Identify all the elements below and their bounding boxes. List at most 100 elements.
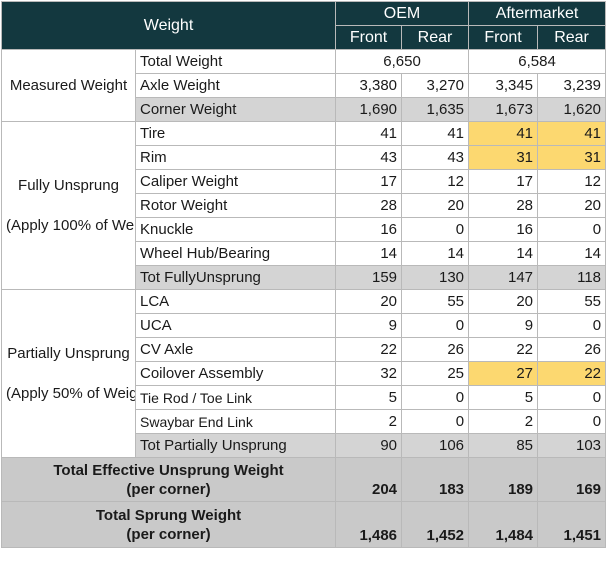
cell-value: 130: [401, 265, 470, 290]
aftermarket-rear-header: Rear: [537, 25, 606, 50]
row-label: Tire: [134, 121, 337, 146]
group-label: Fully Unsprung: [18, 176, 119, 194]
cell-value: 5: [335, 385, 403, 410]
row-label: CV Axle: [134, 337, 337, 362]
cell-value: 0: [401, 217, 470, 242]
cell-value: 20: [335, 289, 403, 314]
cell-value: 22: [335, 337, 403, 362]
label-line: (per corner): [126, 525, 211, 543]
table-row: Fully Unsprung (Apply 100% of Weight) Ti…: [1, 121, 606, 290]
cell-value: 1,486: [335, 501, 403, 548]
cell-value: 3,239: [537, 73, 606, 98]
effective-unsprung-row: Total Effective Unsprung Weight (per cor…: [0, 457, 606, 502]
cell-value: 14: [335, 241, 403, 266]
cell-value: 9: [468, 313, 539, 338]
cell-value: 0: [537, 409, 606, 434]
cell-value: 16: [468, 217, 539, 242]
table-row: Rim 43 43 31 31: [2, 145, 606, 170]
cell-value: 1,451: [537, 501, 606, 548]
row-label: Knuckle: [134, 217, 337, 242]
cell-value: 189: [468, 457, 539, 502]
cell-value: 0: [401, 385, 470, 410]
cell-value: 26: [401, 337, 470, 362]
cell-value: 159: [335, 265, 403, 290]
cell-value: 0: [537, 217, 606, 242]
cell-value: 41: [401, 121, 470, 146]
measured-weight-group: Measured Weight: [1, 49, 136, 122]
row-label: Wheel Hub/Bearing: [134, 241, 337, 266]
row-label: Tie Rod / Toe Link: [134, 385, 337, 410]
row-label: LCA: [134, 289, 337, 314]
cell-value: 20: [468, 289, 539, 314]
sprung-weight-label: Total Sprung Weight (per corner): [0, 501, 337, 548]
table-row: Corner Weight 1,690 1,635 1,673 1,620: [2, 97, 606, 122]
cell-value: 14: [468, 241, 539, 266]
cell-value: 28: [468, 193, 539, 218]
cell-value: 28: [335, 193, 403, 218]
cell-value: 16: [335, 217, 403, 242]
table-row: Partially Unsprung (Apply 50% of Weight)…: [1, 289, 606, 458]
partially-unsprung-group: Partially Unsprung (Apply 50% of Weight): [1, 289, 136, 458]
cell-value: 0: [401, 409, 470, 434]
cell-value: 0: [401, 313, 470, 338]
header-row-1: Weight OEM Aftermarket: [0, 1, 606, 50]
cell-value: 26: [537, 337, 606, 362]
cell-value: 43: [401, 145, 470, 170]
cell-value: 14: [537, 241, 606, 266]
weight-table: Weight OEM Aftermarket Front Rear Front …: [0, 1, 606, 548]
cell-value: 1,484: [468, 501, 539, 548]
highlighted-cell: 22: [537, 361, 606, 386]
label-line: Total Sprung Weight: [95, 506, 242, 524]
row-label: Rotor Weight: [134, 193, 337, 218]
cell-value: 20: [401, 193, 470, 218]
table-row: Tie Rod / Toe Link 5 0 5 0: [2, 385, 606, 410]
aftermarket-header: Aftermarket: [468, 1, 606, 26]
fully-unsprung-group: Fully Unsprung (Apply 100% of Weight): [1, 121, 136, 290]
cell-value: 118: [537, 265, 606, 290]
row-label: Coilover Assembly: [134, 361, 337, 386]
cell-value: 2: [468, 409, 539, 434]
cell-value: 17: [468, 169, 539, 194]
subtotal-row: Tot FullyUnsprung 159 130 147 118: [2, 265, 606, 290]
header-row-2: Front Rear Front Rear: [2, 25, 606, 50]
cell-value: 0: [537, 385, 606, 410]
aftermarket-front-header: Front: [468, 25, 539, 50]
row-label: Caliper Weight: [134, 169, 337, 194]
cell-value: 14: [401, 241, 470, 266]
group-label: Partially Unsprung: [7, 344, 130, 362]
weight-header: Weight: [0, 1, 337, 50]
highlighted-cell: 31: [537, 145, 606, 170]
row-label: UCA: [134, 313, 337, 338]
cell-value: 1,620: [537, 97, 606, 122]
group-note: (Apply 100% of Weight): [6, 216, 136, 234]
cell-value: 55: [401, 289, 470, 314]
cell-value: 3,345: [468, 73, 539, 98]
table-row: Coilover Assembly 32 25 27 22: [2, 361, 606, 386]
cell-value: 3,270: [401, 73, 470, 98]
group-note: (Apply 50% of Weight): [6, 384, 135, 402]
row-label: Total Weight: [134, 49, 337, 74]
cell-value: 17: [335, 169, 403, 194]
row-label: Tot FullyUnsprung: [134, 265, 337, 290]
cell-value: 147: [468, 265, 539, 290]
table-row: Axle Weight 3,380 3,270 3,345 3,239: [2, 73, 606, 98]
row-label: Corner Weight: [134, 97, 337, 122]
oem-total-weight: 6,650: [335, 49, 470, 74]
row-label: Rim: [134, 145, 337, 170]
cell-value: 41: [335, 121, 403, 146]
cell-value: 1,690: [335, 97, 403, 122]
effective-unsprung-label: Total Effective Unsprung Weight (per cor…: [0, 457, 337, 502]
table-row: Measured Weight Total Weight 6,650 6,584: [1, 49, 606, 122]
table-row: UCA 9 0 9 0: [2, 313, 606, 338]
cell-value: 3,380: [335, 73, 403, 98]
cell-value: 5: [468, 385, 539, 410]
cell-value: 103: [537, 433, 606, 458]
oem-front-header: Front: [335, 25, 403, 50]
cell-value: 55: [537, 289, 606, 314]
cell-value: 1,452: [401, 501, 470, 548]
cell-value: 32: [335, 361, 403, 386]
cell-value: 0: [537, 313, 606, 338]
cell-value: 169: [537, 457, 606, 502]
cell-value: 85: [468, 433, 539, 458]
cell-value: 183: [401, 457, 470, 502]
